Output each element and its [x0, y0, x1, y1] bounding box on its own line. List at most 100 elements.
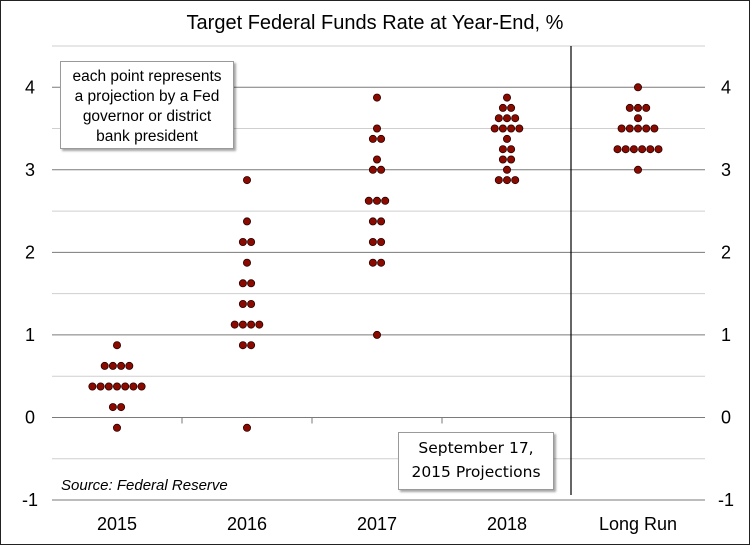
projection-dot — [617, 124, 626, 133]
projection-date-note: September 17, 2015 Projections — [398, 432, 554, 490]
projection-dot — [625, 103, 634, 112]
projection-dot — [247, 279, 256, 288]
projection-dot — [247, 237, 256, 246]
projection-dot — [634, 114, 643, 123]
projection-dot — [502, 114, 511, 123]
projection-dot — [121, 382, 130, 391]
projection-dot — [96, 382, 105, 391]
projection-dot — [642, 124, 651, 133]
x-tick-label: 2016 — [227, 514, 267, 534]
points-explanation-note: each point represents a projection by a … — [60, 61, 234, 149]
projection-dot — [242, 217, 251, 226]
note-line: each point represents — [72, 68, 222, 85]
projection-dot — [88, 382, 97, 391]
y-axis-right-labels: -1 0 1 2 3 4 — [718, 77, 734, 510]
y-tick-label: 2 — [25, 242, 35, 262]
projection-dot — [238, 341, 247, 350]
projection-dot — [108, 403, 117, 412]
projection-dot — [642, 103, 651, 112]
projection-dot — [372, 93, 381, 102]
projection-dot — [490, 124, 499, 133]
projection-dot — [494, 114, 503, 123]
projection-dot — [137, 382, 146, 391]
projection-dot — [104, 382, 113, 391]
projection-dot — [113, 423, 122, 432]
projection-dot — [377, 134, 386, 143]
projection-dot — [238, 299, 247, 308]
x-tick-label: 2018 — [487, 514, 527, 534]
projection-dot — [638, 145, 647, 154]
y-tick-label: -1 — [22, 490, 38, 510]
chart-title: Target Federal Funds Rate at Year-End, % — [187, 12, 564, 34]
projection-dot — [377, 217, 386, 226]
projection-dot — [498, 145, 507, 154]
projection-dot — [108, 361, 117, 370]
projection-dot — [498, 155, 507, 164]
projection-dot — [372, 124, 381, 133]
projection-dot — [113, 382, 122, 391]
projection-dot — [634, 103, 643, 112]
projection-dot — [377, 258, 386, 267]
projection-dot — [368, 258, 377, 267]
projection-dot — [242, 258, 251, 267]
projection-dot — [507, 145, 516, 154]
projection-dot — [368, 237, 377, 246]
x-axis-labels: 2015 2016 2017 2018 Long Run — [97, 514, 677, 534]
note-line: bank president — [96, 128, 198, 145]
projection-dot — [372, 196, 381, 205]
note-line: 2015 Projections — [411, 463, 541, 481]
projection-dot — [629, 145, 638, 154]
projection-dot — [242, 423, 251, 432]
projection-dot — [364, 196, 373, 205]
projection-dot — [502, 176, 511, 185]
projection-dot — [247, 341, 256, 350]
projection-dots — [88, 83, 663, 432]
projection-dot — [377, 165, 386, 174]
projection-dot — [502, 134, 511, 143]
source-note: Source: Federal Reserve — [61, 477, 228, 494]
note-line: September 17, — [418, 439, 534, 457]
y-tick-label: 0 — [25, 407, 35, 427]
projection-dot — [625, 124, 634, 133]
axis-ticks — [181, 417, 572, 424]
projection-dot — [377, 237, 386, 246]
projection-dot — [494, 176, 503, 185]
y-tick-label: 1 — [25, 325, 35, 345]
y-tick-label: 1 — [721, 325, 731, 345]
projection-dot — [613, 145, 622, 154]
projection-dot — [238, 279, 247, 288]
projection-dot — [634, 165, 643, 174]
projection-dot — [654, 145, 663, 154]
y-axis-left-labels: -1 0 1 2 3 4 — [22, 77, 38, 510]
projection-dot — [372, 330, 381, 339]
projection-dot — [634, 124, 643, 133]
projection-dot — [621, 145, 630, 154]
y-tick-label: 0 — [721, 407, 731, 427]
note-line: governor or district — [82, 108, 212, 125]
projection-dot — [129, 382, 138, 391]
y-tick-label: 2 — [721, 242, 731, 262]
projection-dot — [498, 124, 507, 133]
projection-dot — [646, 145, 655, 154]
x-tick-label: 2017 — [357, 514, 397, 534]
projection-dot — [515, 124, 524, 133]
projection-dot — [100, 361, 109, 370]
projection-dot — [242, 176, 251, 185]
projection-dot — [507, 103, 516, 112]
projection-dot — [117, 403, 126, 412]
x-tick-label: 2015 — [97, 514, 137, 534]
projection-dot — [511, 114, 520, 123]
projection-dot — [502, 93, 511, 102]
projection-dot — [498, 103, 507, 112]
projection-dot — [113, 341, 122, 350]
projection-dot — [650, 124, 659, 133]
projection-dot — [125, 361, 134, 370]
x-tick-label: Long Run — [599, 514, 677, 534]
projection-dot — [238, 237, 247, 246]
projection-dot — [117, 361, 126, 370]
projection-dot — [507, 155, 516, 164]
y-tick-label: 3 — [25, 160, 35, 180]
projection-dot — [507, 124, 516, 133]
projection-dot — [381, 196, 390, 205]
